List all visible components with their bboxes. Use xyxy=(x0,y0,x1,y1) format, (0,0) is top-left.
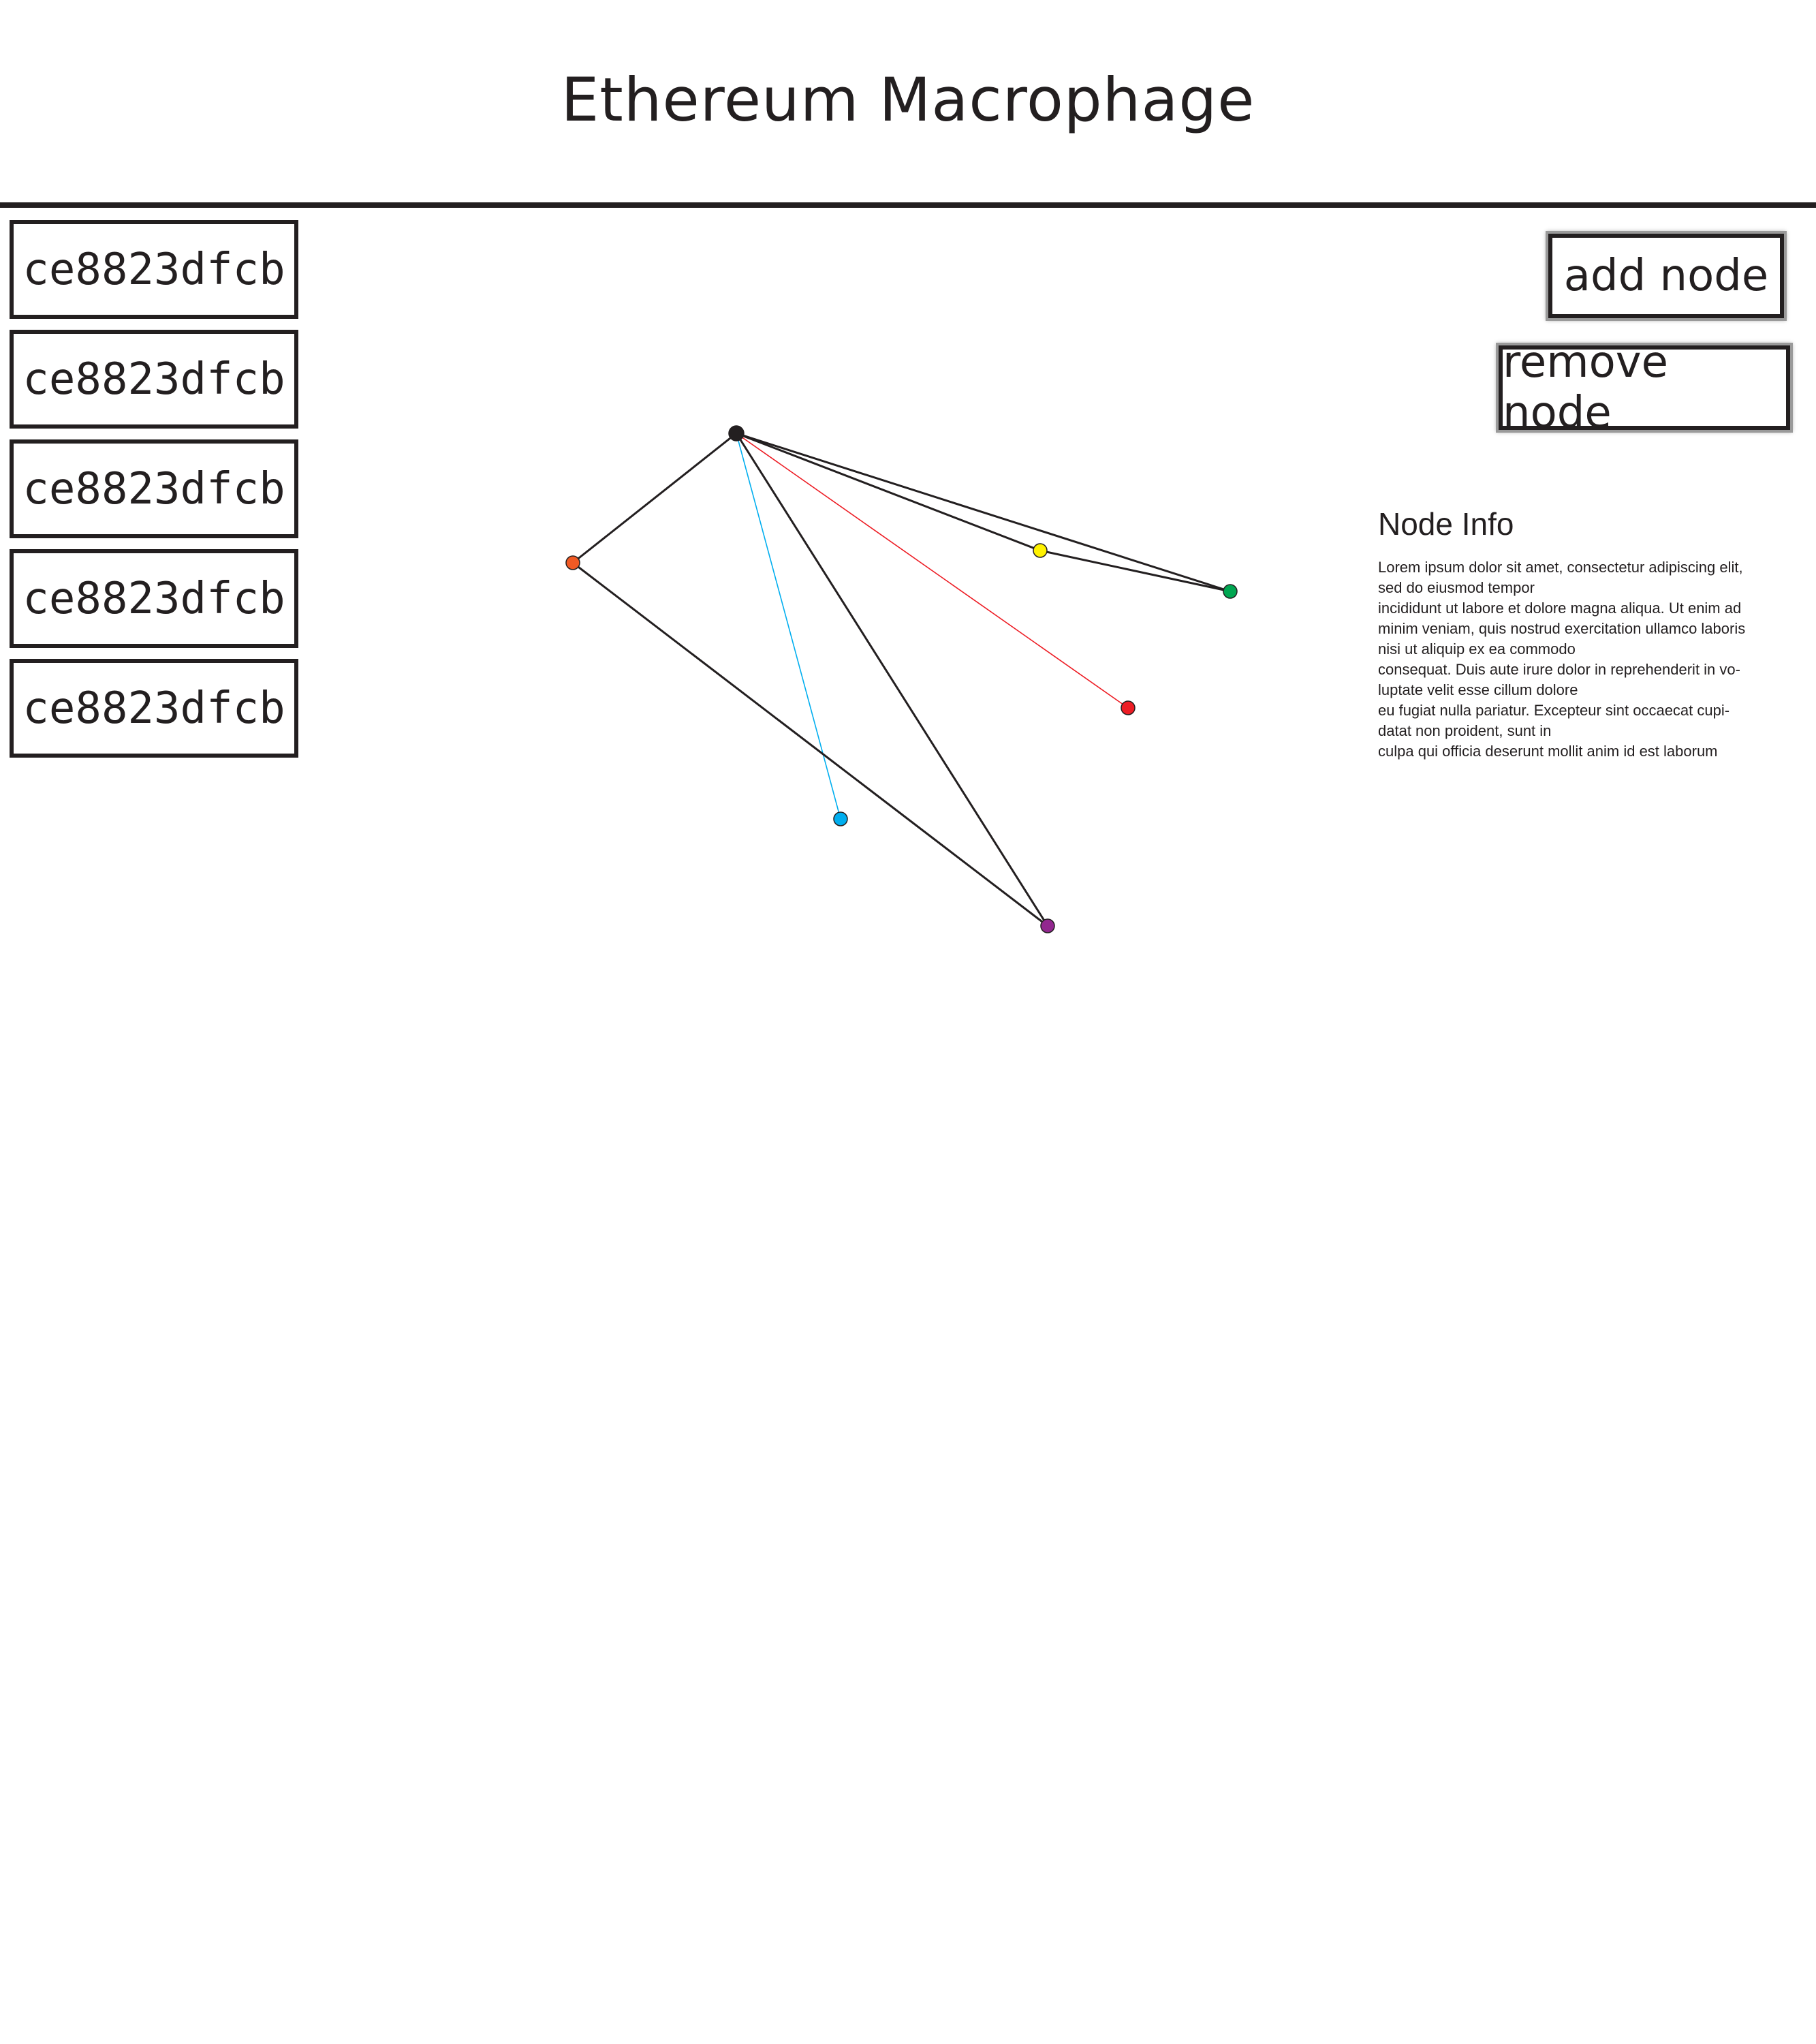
edge-yellow-green xyxy=(1039,549,1231,593)
node-list-item[interactable]: ce8823dfcb xyxy=(10,659,298,758)
edge-black-red xyxy=(736,433,1129,709)
graph-edges xyxy=(572,432,1231,927)
remove-node-button[interactable]: remove node xyxy=(1496,337,1793,438)
graph-nodes xyxy=(565,425,1238,933)
graph-node-purple[interactable] xyxy=(1040,918,1055,933)
header-divider xyxy=(0,202,1816,208)
edge-black-yellow xyxy=(736,432,1041,552)
node-list-item[interactable]: ce8823dfcb xyxy=(10,330,298,429)
node-list-item[interactable]: ce8823dfcb xyxy=(10,220,298,319)
graph-node-green[interactable] xyxy=(1223,584,1238,599)
graph-node-black[interactable] xyxy=(728,425,745,442)
edge-orange-purple xyxy=(572,561,1048,927)
edge-black-purple xyxy=(735,433,1049,927)
edge-black-orange xyxy=(572,432,737,564)
graph-node-blue[interactable] xyxy=(833,811,848,826)
node-info-panel: Node Info Lorem ipsum dolor sit amet, co… xyxy=(1378,503,1787,762)
node-list: ce8823dfcb ce8823dfcb ce8823dfcb ce8823d… xyxy=(10,220,298,769)
edge-black-green xyxy=(736,432,1231,593)
app-title: Ethereum Macrophage xyxy=(561,65,1255,135)
node-info-body: Lorem ipsum dolor sit amet, consectetur … xyxy=(1378,559,1746,760)
node-list-item[interactable]: ce8823dfcb xyxy=(10,439,298,538)
graph-node-red[interactable] xyxy=(1121,700,1136,715)
node-list-item[interactable]: ce8823dfcb xyxy=(10,549,298,648)
add-node-button[interactable]: add node xyxy=(1546,231,1787,321)
graph-node-orange[interactable] xyxy=(565,555,580,570)
edge-black-blue xyxy=(736,433,841,820)
node-info-title: Node Info xyxy=(1378,506,1514,542)
graph-node-yellow[interactable] xyxy=(1033,543,1048,558)
